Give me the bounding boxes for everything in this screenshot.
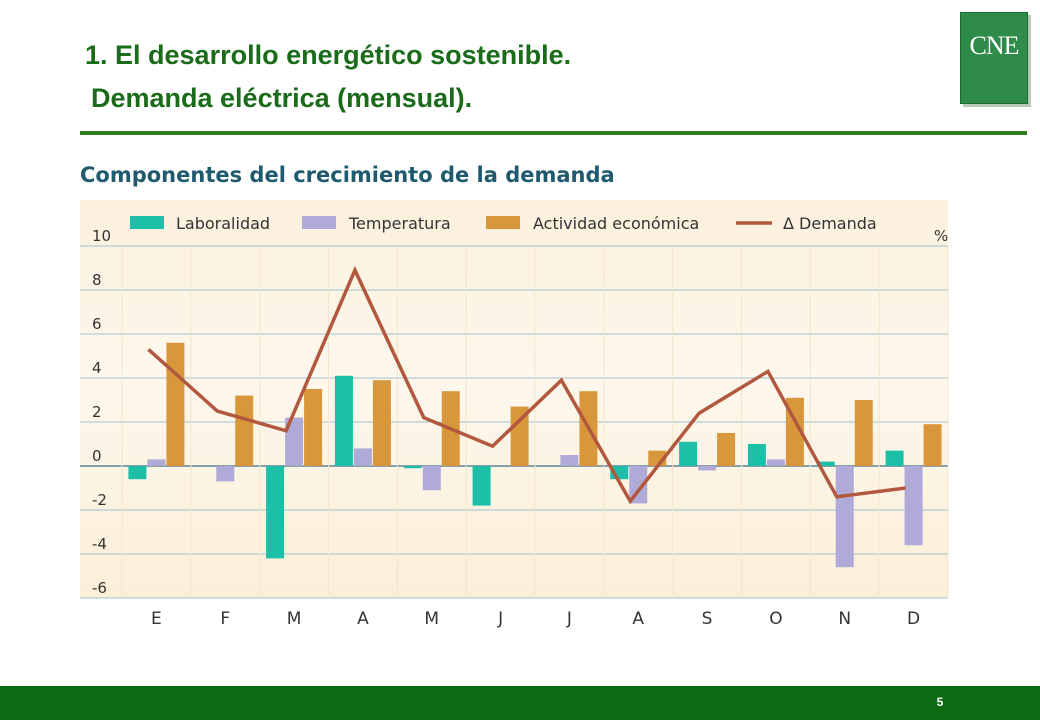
bar-actividad-econ-mica [854, 400, 873, 466]
bar-actividad-econ-mica [304, 389, 323, 466]
y-tick-label: 6 [92, 315, 102, 333]
legend-swatch [486, 216, 520, 229]
y-tick-label: -2 [92, 491, 107, 509]
plot-background [80, 200, 948, 598]
bar-laboralidad [403, 466, 422, 469]
x-tick-label: O [769, 609, 782, 629]
x-tick-label: A [357, 609, 369, 629]
legend-swatch [302, 216, 336, 229]
title-divider [80, 131, 1027, 135]
bar-temperatura [216, 466, 235, 482]
bar-actividad-econ-mica [717, 433, 736, 466]
unit-label: % [934, 227, 948, 245]
page-number: 5 [936, 695, 944, 709]
x-tick-label: M [424, 609, 439, 629]
logo-text: CNE [969, 31, 1020, 60]
x-tick-label: S [702, 609, 713, 629]
bar-temperatura [422, 466, 441, 491]
bar-laboralidad [334, 375, 353, 466]
bar-laboralidad [266, 466, 285, 559]
bar-temperatura [835, 466, 854, 568]
bar-temperatura [904, 466, 923, 546]
x-tick-label: N [838, 609, 851, 629]
x-tick-label: J [566, 609, 572, 629]
slide-title-line2: Demanda eléctrica (mensual). [91, 83, 473, 114]
x-tick-label: D [907, 609, 920, 629]
chart-title: Componentes del crecimiento de la demand… [80, 163, 615, 187]
x-tick-label: F [220, 609, 230, 629]
x-tick-label: E [151, 609, 162, 629]
bar-temperatura [285, 417, 304, 466]
x-tick-label: J [497, 609, 503, 629]
bar-actividad-econ-mica [510, 406, 529, 466]
footer-bar: 5 [0, 686, 1040, 720]
bar-laboralidad [128, 466, 147, 480]
bar-actividad-econ-mica [166, 342, 185, 466]
bar-laboralidad [747, 444, 766, 466]
line-delta-demanda [147, 265, 906, 505]
slide-title: 1. El desarrollo energético sostenible. … [85, 34, 571, 120]
bar-temperatura [698, 466, 717, 471]
x-tick-label: A [632, 609, 644, 629]
bar-laboralidad [679, 441, 698, 466]
legend-label: Laboralidad [176, 214, 270, 233]
bar-actividad-econ-mica [923, 424, 942, 466]
y-tick-label: 0 [92, 447, 102, 465]
y-tick-label: 4 [92, 359, 102, 377]
legend-label: Actividad económica [533, 214, 699, 233]
bar-actividad-econ-mica [372, 380, 391, 466]
bar-laboralidad [816, 461, 835, 466]
y-tick-label: 8 [92, 271, 102, 289]
bar-temperatura [353, 448, 372, 466]
legend-swatch [130, 216, 164, 229]
bar-laboralidad [472, 466, 491, 506]
bar-temperatura [147, 459, 166, 466]
demand-components-chart: 10 8 6 4 2 0 -2 -4 -6% E F M A M J J A S O N D Laboralidad Tem… [80, 200, 949, 629]
y-tick-label: -6 [92, 579, 107, 597]
cne-logo: CNE [960, 12, 1028, 104]
bar-temperatura [560, 455, 579, 466]
x-tick-label: M [287, 609, 302, 629]
slide-title-line1: 1. El desarrollo energético sostenible. [85, 40, 572, 70]
y-tick-label: 2 [92, 403, 102, 421]
bar-actividad-econ-mica [235, 395, 254, 466]
y-tick-label: 10 [92, 227, 111, 245]
legend-label: Δ Demanda [783, 214, 877, 233]
bar-temperatura [766, 459, 785, 466]
legend-label: Temperatura [348, 214, 451, 233]
bar-laboralidad [885, 450, 904, 466]
y-tick-label: -4 [92, 535, 107, 553]
